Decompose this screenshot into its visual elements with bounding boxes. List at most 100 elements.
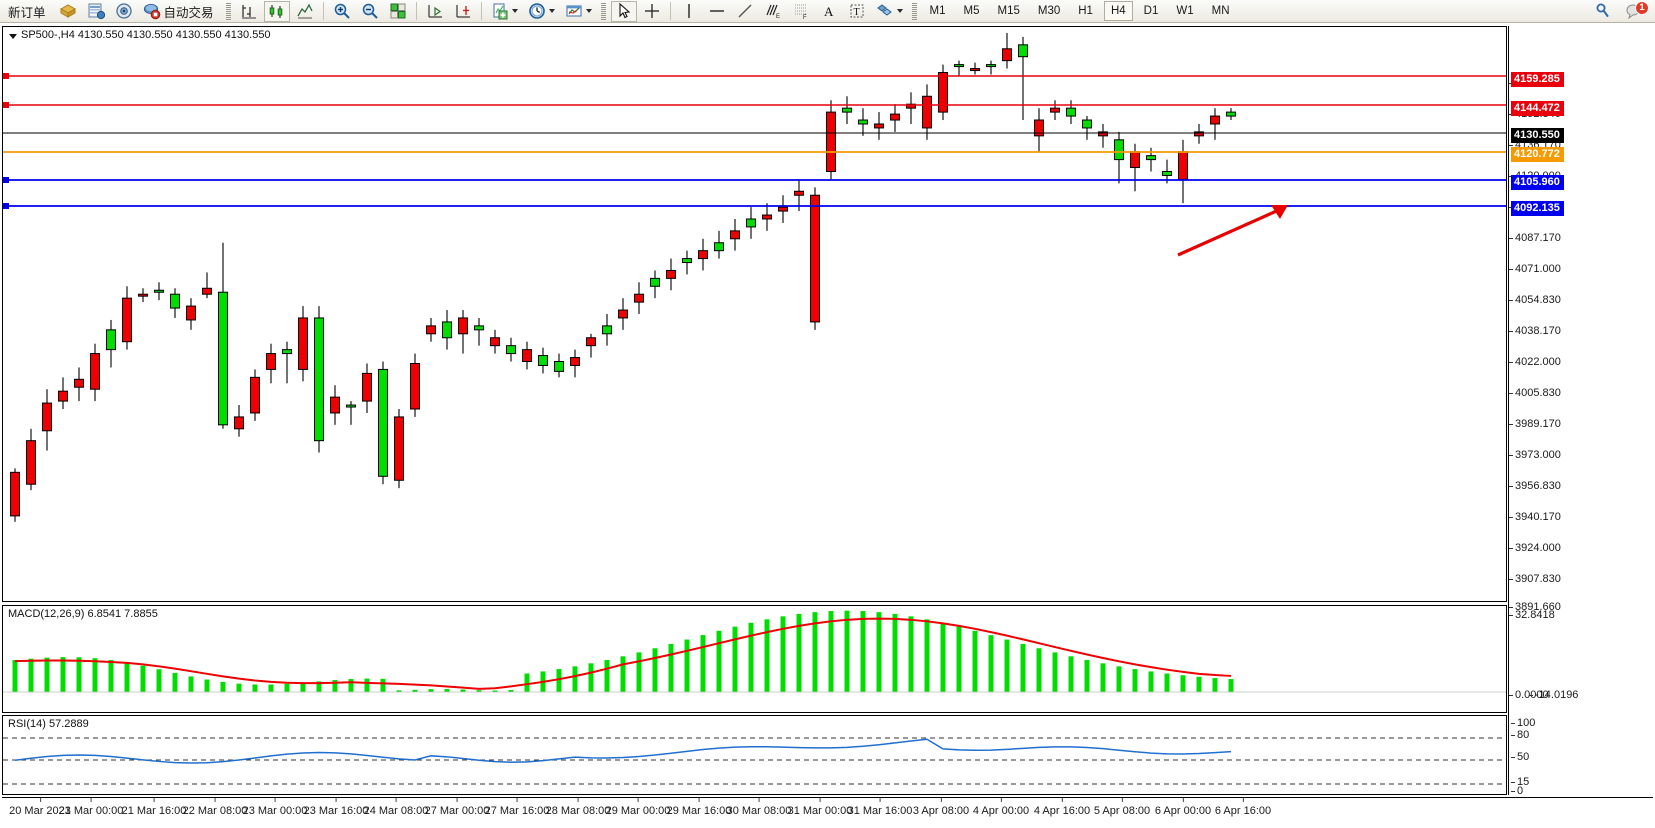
candle-body — [154, 289, 164, 293]
timeframe-d1[interactable]: D1 — [1143, 5, 1159, 17]
time-tick: 6 Apr 00:00 — [1154, 798, 1212, 817]
toolbar-grip-2[interactable] — [600, 2, 606, 20]
candle-body — [106, 329, 116, 351]
macd-bar — [108, 660, 114, 692]
periods-icon[interactable] — [524, 1, 559, 22]
alerts-icon[interactable]: 1 — [1621, 0, 1649, 22]
candle-body — [1178, 151, 1188, 180]
rsi-axis-tick-80: 80 — [1510, 729, 1530, 741]
timeframe-h4[interactable]: H4 — [1103, 1, 1133, 21]
macd-bar — [892, 613, 898, 692]
auto-trading-button[interactable]: 自动交易 — [139, 1, 221, 22]
time-tick: 28 Mar 08:00 — [545, 798, 611, 817]
macd-bar — [284, 683, 290, 692]
candle-body — [218, 291, 228, 426]
periods-dropdown-caret[interactable] — [548, 9, 555, 13]
shapes-icon[interactable] — [872, 1, 907, 22]
candle-body — [666, 269, 676, 279]
text-icon[interactable]: A — [816, 1, 842, 22]
text-label-icon[interactable]: T — [844, 1, 870, 22]
line-chart-icon[interactable] — [292, 1, 318, 22]
candle-body — [634, 293, 644, 303]
macd-bar — [460, 689, 466, 692]
macd-bar — [588, 663, 594, 692]
search-icon[interactable] — [1590, 1, 1616, 22]
templates-icon[interactable] — [561, 1, 596, 22]
navigator-icon[interactable] — [111, 1, 137, 22]
price-level-badge-last-price[interactable]: 4130.550 — [1511, 128, 1564, 143]
timeframe-h1[interactable]: H1 — [1078, 5, 1093, 17]
time-tick: 5 Apr 08:00 — [1093, 798, 1151, 817]
new-order-button[interactable]: 新订单 — [1, 1, 53, 22]
grid-icon[interactable] — [385, 1, 411, 22]
price-tick: 4136.170 — [1509, 139, 1561, 151]
time-tick: 31 Mar 00:00 — [787, 798, 853, 817]
macd-pane[interactable]: MACD(12,26,9) 6.8541 7.8855 — [2, 605, 1507, 713]
vline-icon[interactable] — [676, 1, 702, 22]
price-level-badge-support-2[interactable]: 4092.135 — [1511, 201, 1564, 216]
candle-body — [378, 368, 388, 477]
trendline-icon[interactable] — [732, 1, 758, 22]
rsi-pane[interactable]: RSI(14) 57.2889 — [2, 715, 1507, 795]
elliott-wave-icon[interactable]: E — [760, 1, 786, 22]
timeframe-w1[interactable]: W1 — [1176, 5, 1194, 17]
fibonacci-icon[interactable]: F — [788, 1, 814, 22]
timeframe-m1[interactable]: M1 — [929, 5, 946, 17]
candle-body — [570, 357, 580, 366]
hline-icon[interactable] — [704, 1, 730, 22]
zoom-in-icon[interactable] — [329, 1, 355, 22]
macd-bar — [764, 619, 770, 692]
price-chart-svg — [3, 32, 1506, 522]
candle-body — [234, 416, 244, 430]
candle-body — [186, 305, 196, 321]
bullish-arrow-annotation — [1177, 205, 1288, 257]
indicators-icon[interactable] — [487, 1, 522, 22]
price-pane[interactable]: SP500-,H4 4130.550 4130.550 4130.550 413… — [2, 26, 1507, 602]
shapes-dropdown-caret[interactable] — [896, 9, 903, 13]
price-level-badge-resistance-2[interactable]: 4144.472 — [1511, 101, 1564, 116]
candle-body — [442, 321, 452, 339]
macd-bar — [476, 690, 482, 692]
zoom-out-icon[interactable] — [357, 1, 383, 22]
macd-bar — [652, 648, 658, 692]
price-level-handles — [3, 73, 9, 209]
price-level-badge-support-1[interactable]: 4105.960 — [1511, 175, 1564, 190]
macd-bar — [844, 610, 850, 692]
candle-body — [954, 64, 964, 68]
macd-bar — [172, 672, 178, 692]
timeframe-mn[interactable]: MN — [1211, 5, 1230, 17]
crosshair-icon[interactable] — [639, 1, 665, 22]
price-level-badge-entry[interactable]: 4120.772 — [1511, 147, 1564, 162]
indicators-dropdown-caret[interactable] — [511, 9, 518, 13]
symbol-dropdown-caret[interactable] — [9, 34, 17, 39]
timeframe-m5[interactable]: M5 — [963, 5, 980, 17]
shift-end-icon[interactable] — [422, 1, 448, 22]
toolbar-grip-1[interactable] — [225, 2, 231, 20]
time-axis[interactable]: 20 Mar 2023 21 Mar 00:00 21 Mar 16:00 22… — [2, 797, 1653, 825]
price-tick: 3956.830 — [1509, 480, 1561, 492]
profiles-icon[interactable] — [55, 1, 81, 22]
price-axis[interactable]: 4169.000 4152.340 4136.170 4120.000 4103… — [1508, 26, 1653, 797]
svg-text:F: F — [803, 15, 807, 20]
candle-body — [922, 95, 932, 129]
candle-body — [1018, 44, 1028, 58]
chart-area: SP500-,H4 4130.550 4130.550 4130.550 413… — [0, 23, 1655, 828]
toolbar-grip-3[interactable] — [911, 2, 917, 20]
price-level-badge-resistance-1[interactable]: 4159.285 — [1511, 72, 1564, 87]
market-watch-icon[interactable] — [83, 1, 109, 22]
macd-axis-tick-max: 32.8418 — [1509, 609, 1555, 621]
cursor-icon[interactable] — [610, 0, 637, 22]
bar-chart-icon[interactable] — [236, 1, 262, 22]
candlestick-chart-icon[interactable] — [263, 0, 290, 22]
candle-body — [730, 230, 740, 240]
macd-chart-svg — [3, 610, 1506, 693]
templates-dropdown-caret[interactable] — [585, 9, 592, 13]
symbol-header-label: SP500-,H4 4130.550 4130.550 4130.550 413… — [21, 29, 271, 41]
candle-body — [1146, 155, 1156, 161]
timeframe-m30[interactable]: M30 — [1037, 5, 1061, 17]
rsi-axis-tick-15: 15 — [1510, 776, 1530, 788]
price-tick: 3907.830 — [1509, 573, 1561, 585]
auto-scroll-icon[interactable] — [450, 1, 476, 22]
timeframe-m15[interactable]: M15 — [997, 5, 1020, 17]
macd-bar — [1100, 663, 1106, 692]
